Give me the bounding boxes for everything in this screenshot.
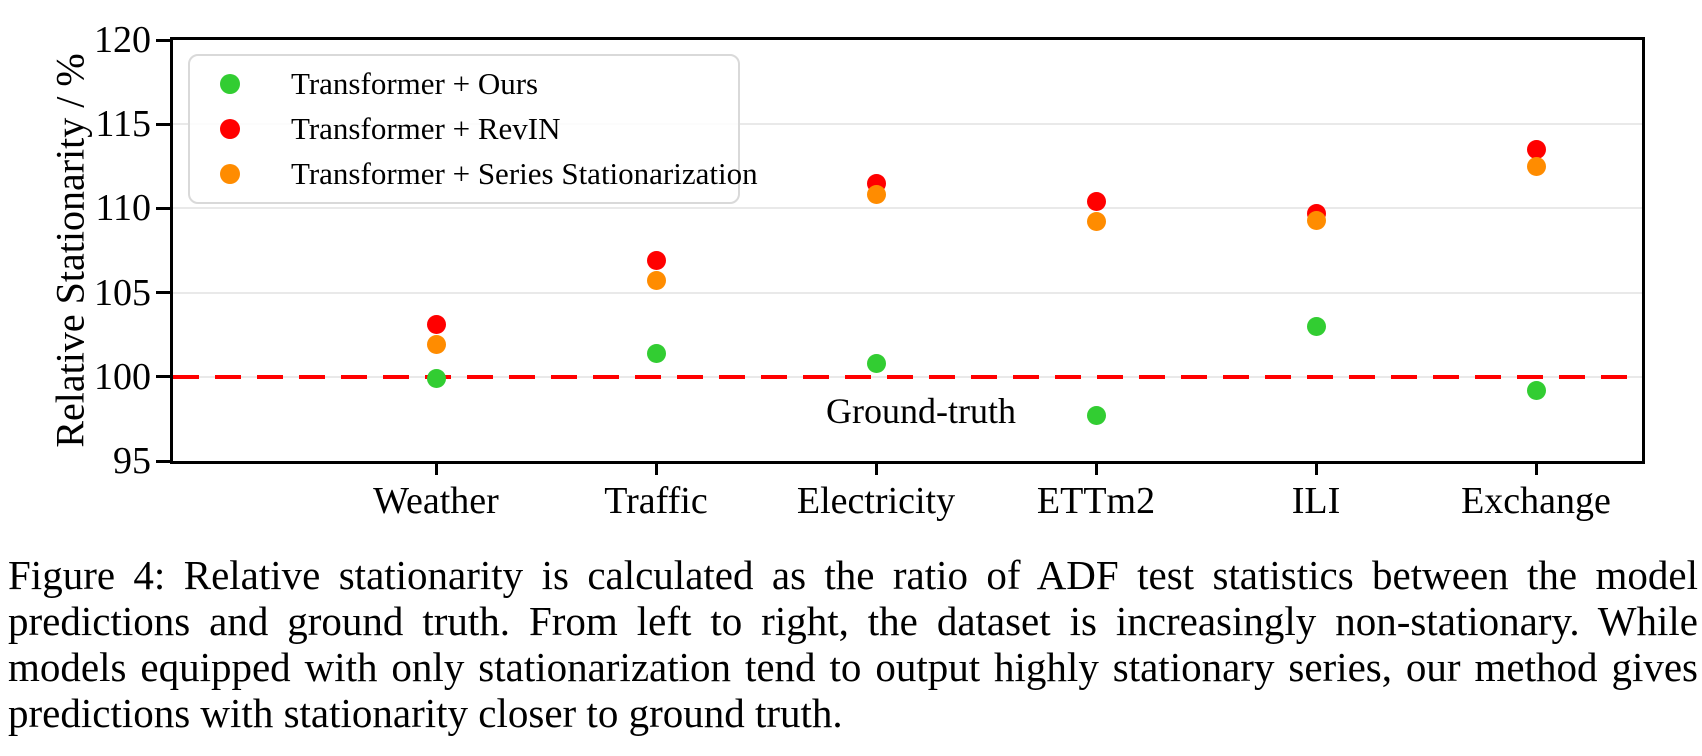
y-axis-title-wrap: Relative Stationarity / % — [28, 37, 112, 464]
y-tick-label: 115 — [95, 103, 151, 146]
scatter-dot — [646, 271, 666, 291]
scatter-dot — [646, 343, 666, 363]
x-tick-label: Traffic — [604, 480, 708, 522]
legend-label: Transformer + RevIN — [291, 110, 561, 146]
x-tick-mark — [1314, 461, 1318, 475]
y-tick-label: 120 — [94, 19, 151, 61]
figure-caption: Figure 4: Relative stationarity is calcu… — [8, 552, 1698, 736]
ground-truth-line — [173, 374, 1642, 379]
x-tick-label: Exchange — [1461, 480, 1611, 522]
legend-swatch-icon — [220, 74, 240, 95]
x-tick-label: Weather — [373, 480, 499, 522]
y-tick-mark — [156, 38, 170, 42]
legend-row: Transformer + Ours — [190, 66, 738, 102]
scatter-dot — [426, 335, 446, 355]
scatter-dot — [1086, 406, 1106, 426]
scatter-dot — [646, 251, 666, 271]
scatter-dot — [866, 185, 886, 205]
caption-line: predictions with stationarity closer to … — [8, 690, 843, 736]
y-tick-label: 95 — [113, 440, 151, 482]
x-tick-mark — [654, 461, 658, 475]
gridline — [173, 291, 1642, 294]
y-tick-mark — [156, 459, 170, 463]
x-tick-mark — [1534, 461, 1538, 475]
x-tick-label: ILI — [1291, 480, 1341, 522]
scatter-plot: Ground-truth 95 100 105 110 115 120 Weather Tra… — [94, 19, 1645, 522]
y-tick-label: 110 — [95, 187, 151, 230]
legend-swatch-icon — [220, 118, 240, 139]
legend-label: Transformer + Series Stationarization — [291, 155, 758, 191]
scatter-dot — [1086, 192, 1106, 212]
caption-line: models equipped with only stationarizati… — [8, 644, 1698, 690]
y-tick-mark — [156, 206, 170, 210]
x-tick-mark — [1094, 461, 1098, 475]
x-tick-mark — [874, 461, 878, 475]
legend-label: Transformer + Ours — [291, 66, 539, 102]
scatter-dot — [1306, 316, 1326, 336]
y-tick-mark — [156, 122, 170, 126]
gridline — [173, 207, 1642, 210]
y-tick-label: 100 — [94, 355, 151, 398]
scatter-dot — [1526, 380, 1546, 400]
x-tick-label: ETTm2 — [1036, 480, 1156, 522]
scatter-dot — [1086, 212, 1106, 232]
y-tick-mark — [156, 291, 170, 295]
caption-line: predictions and ground truth. From left … — [8, 598, 1698, 644]
caption-line: Figure 4: Relative stationarity is calcu… — [8, 552, 1698, 598]
legend-row: Transformer + RevIN — [190, 111, 738, 147]
scatter-dot — [426, 368, 446, 388]
ground-truth-label: Ground-truth — [826, 391, 1016, 431]
scatter-dot — [1526, 156, 1546, 176]
legend-row: Transformer + Series Stationarization — [190, 156, 758, 192]
scatter-dot — [426, 315, 446, 335]
y-tick-mark — [156, 375, 170, 379]
scatter-dot — [1306, 210, 1326, 230]
legend-swatch-icon — [220, 163, 240, 184]
scatter-dot — [1526, 139, 1546, 159]
x-tick-label: Electricity — [796, 480, 956, 522]
gridline — [173, 123, 1642, 126]
x-tick-mark — [434, 461, 438, 475]
y-tick-label: 105 — [94, 271, 151, 314]
legend: Transformer + Ours Transformer + RevIN Tra… — [188, 54, 758, 204]
scatter-dot — [866, 353, 886, 373]
